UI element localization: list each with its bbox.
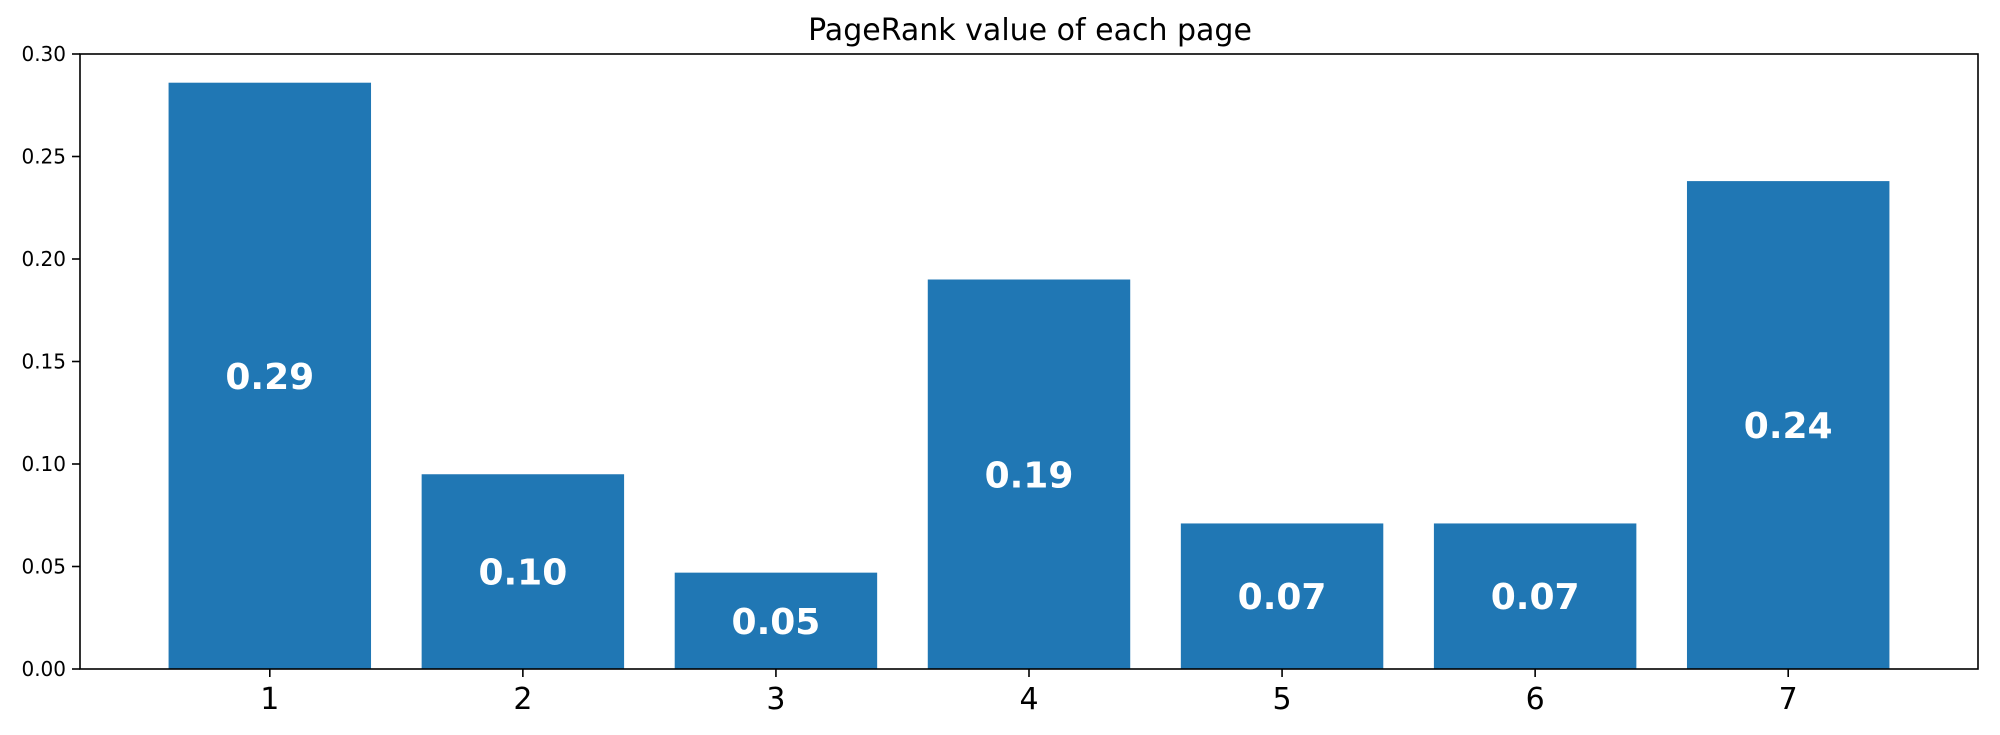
data-label: 0.07 xyxy=(1491,577,1580,618)
x-tick-label: 6 xyxy=(1526,682,1545,717)
bar xyxy=(927,279,1131,669)
plot-frame xyxy=(79,53,1979,670)
x-tick-label: 3 xyxy=(766,682,785,717)
y-tick-label: 0.30 xyxy=(21,42,66,66)
x-tick-label: 1 xyxy=(260,682,279,717)
data-label: 0.24 xyxy=(1744,406,1833,447)
data-label: 0.05 xyxy=(732,602,821,643)
y-tick-label: 0.15 xyxy=(21,350,66,374)
y-tick-label: 0.00 xyxy=(21,657,66,681)
data-label: 0.07 xyxy=(1238,577,1327,618)
x-tick-label: 4 xyxy=(1019,682,1038,717)
x-tick-label: 2 xyxy=(513,682,532,717)
data-labels-group: 0.29 0.10 0.05 0.19 0.07 0.07 0.24 xyxy=(225,357,1832,643)
bars-group xyxy=(168,82,1890,669)
bar xyxy=(1433,523,1637,669)
bar xyxy=(1686,181,1890,669)
y-tick-label: 0.25 xyxy=(21,145,66,169)
y-tick-label: 0.20 xyxy=(21,247,66,271)
bar xyxy=(421,474,625,669)
y-axis: 0.00 0.05 0.10 0.15 0.20 0.25 0.30 xyxy=(21,42,80,681)
x-tick-label: 5 xyxy=(1273,682,1292,717)
x-axis: 1 2 3 4 5 6 7 xyxy=(260,669,1798,717)
bar xyxy=(1180,523,1384,669)
x-tick-label: 7 xyxy=(1779,682,1798,717)
bar xyxy=(168,82,372,669)
y-tick-label: 0.10 xyxy=(21,452,66,476)
data-label: 0.29 xyxy=(225,357,314,398)
y-tick-label: 0.05 xyxy=(21,555,66,579)
bar xyxy=(674,572,878,669)
data-label: 0.10 xyxy=(478,553,567,594)
data-label: 0.19 xyxy=(985,455,1074,496)
chart-title: PageRank value of each page xyxy=(808,13,1252,48)
